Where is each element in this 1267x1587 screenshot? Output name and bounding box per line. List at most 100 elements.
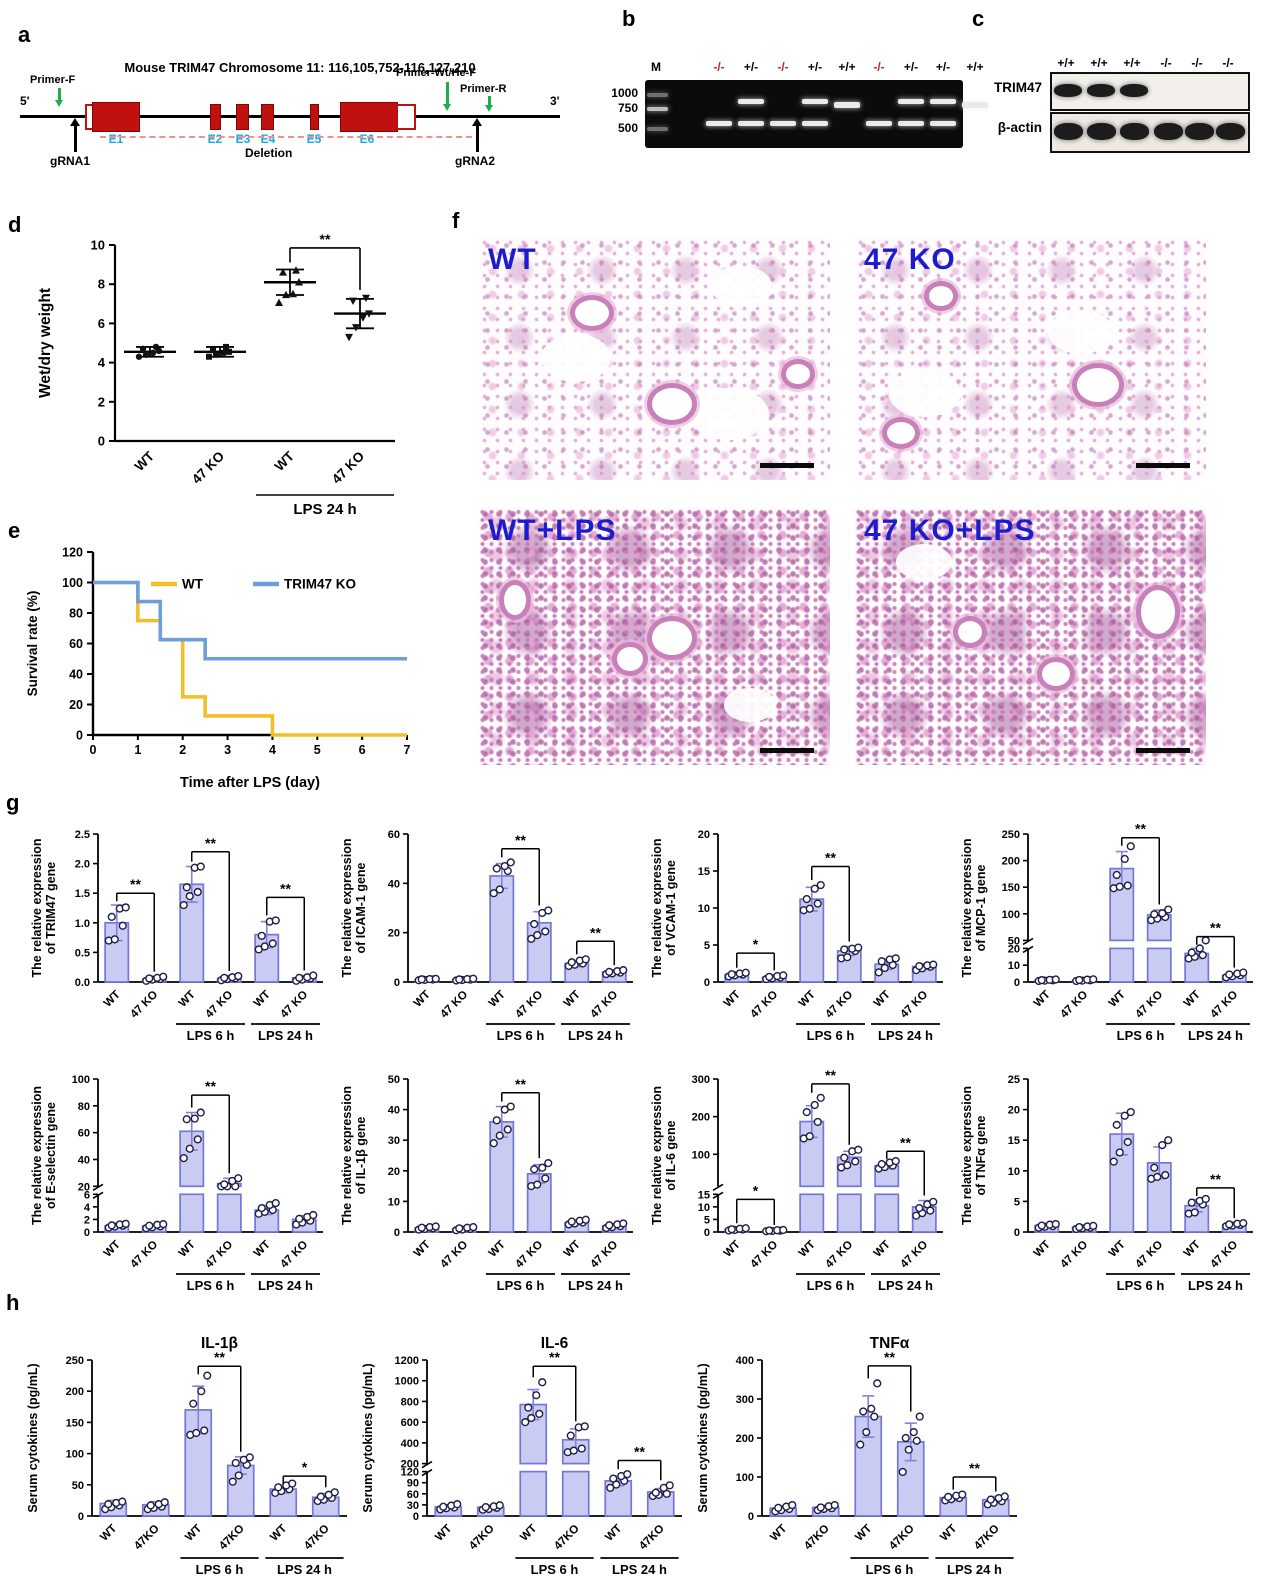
exon2-box bbox=[210, 104, 221, 130]
blot-lane-label: -/- bbox=[1222, 56, 1234, 70]
svg-text:WT: WT bbox=[853, 1523, 874, 1544]
svg-text:The relative expression: The relative expression bbox=[650, 839, 664, 978]
svg-text:40: 40 bbox=[69, 668, 83, 682]
svg-text:300: 300 bbox=[692, 1074, 710, 1086]
svg-text:The relative expression: The relative expression bbox=[340, 839, 354, 978]
svg-text:200: 200 bbox=[736, 1433, 754, 1445]
gel-band-wt bbox=[834, 102, 860, 108]
svg-text:100: 100 bbox=[1002, 909, 1020, 921]
svg-text:LPS 6 h: LPS 6 h bbox=[531, 1562, 579, 1577]
svg-text:3: 3 bbox=[224, 743, 231, 757]
svg-text:LPS 24 h: LPS 24 h bbox=[277, 1562, 332, 1577]
alveolar-space bbox=[541, 334, 612, 383]
beta-actin-band bbox=[1054, 123, 1083, 140]
airway-ring bbox=[611, 641, 648, 676]
svg-text:47KO: 47KO bbox=[217, 1523, 247, 1553]
histology-47ko-image: 47 KO bbox=[854, 237, 1206, 480]
svg-text:0: 0 bbox=[1014, 1227, 1020, 1239]
gel-lane-label: +/+ bbox=[838, 60, 856, 74]
svg-text:Serum cytokines (pg/mL): Serum cytokines (pg/mL) bbox=[26, 1363, 40, 1512]
alveolar-space bbox=[724, 687, 777, 722]
svg-text:10: 10 bbox=[698, 1202, 710, 1214]
svg-text:47 KO: 47 KO bbox=[1058, 989, 1090, 1021]
svg-text:47 KO: 47 KO bbox=[898, 989, 930, 1021]
svg-text:200: 200 bbox=[1002, 856, 1020, 868]
svg-text:20: 20 bbox=[388, 1166, 400, 1178]
svg-text:47KO: 47KO bbox=[302, 1523, 332, 1553]
svg-text:90: 90 bbox=[407, 1478, 419, 1490]
svg-text:80: 80 bbox=[69, 607, 83, 621]
svg-text:WT: WT bbox=[102, 1239, 123, 1260]
grna1-arrowhead-icon bbox=[70, 118, 80, 126]
gel-marker-lane-label: M bbox=[651, 60, 661, 74]
blot-lane-label: +/+ bbox=[1057, 56, 1075, 70]
svg-text:of MCP-1 gene: of MCP-1 gene bbox=[974, 865, 988, 952]
svg-text:**: ** bbox=[130, 876, 141, 892]
gel-lane-label: -/- bbox=[713, 60, 725, 74]
svg-text:7: 7 bbox=[404, 743, 411, 757]
primer-wt-he-f-label: Primer-Wt/He-F bbox=[396, 67, 477, 79]
airway-ring bbox=[952, 615, 987, 648]
svg-text:150: 150 bbox=[1002, 882, 1020, 894]
svg-text:8: 8 bbox=[98, 277, 105, 292]
svg-text:WT: WT bbox=[412, 1239, 433, 1260]
svg-text:The relative expression: The relative expression bbox=[960, 839, 974, 978]
svg-text:**: ** bbox=[590, 924, 601, 940]
beta-actin-row-label: β-actin bbox=[997, 120, 1042, 135]
gel-band-upper bbox=[802, 99, 828, 104]
svg-text:47 KO: 47 KO bbox=[203, 1239, 235, 1271]
svg-text:10: 10 bbox=[698, 903, 710, 915]
blot-lane-label: -/- bbox=[1191, 56, 1203, 70]
blot-lane-label: +/+ bbox=[1090, 56, 1108, 70]
beta-actin-band bbox=[1087, 123, 1116, 140]
primer-wt-he-f-arrow bbox=[446, 82, 449, 104]
svg-text:15: 15 bbox=[698, 866, 710, 878]
svg-text:47KO: 47KO bbox=[552, 1523, 582, 1553]
svg-text:LPS 6 h: LPS 6 h bbox=[1117, 1278, 1165, 1293]
svg-text:**: ** bbox=[969, 1460, 980, 1476]
svg-text:*: * bbox=[753, 936, 759, 952]
grna2-label: gRNA2 bbox=[455, 154, 496, 168]
svg-text:TRIM47 KO: TRIM47 KO bbox=[284, 577, 356, 592]
exon6-utr-box bbox=[396, 104, 416, 130]
svg-text:250: 250 bbox=[66, 1355, 84, 1367]
svg-text:LPS 24 h: LPS 24 h bbox=[568, 1278, 623, 1293]
svg-text:47 KO: 47 KO bbox=[1133, 989, 1165, 1021]
svg-text:60: 60 bbox=[388, 829, 400, 841]
genotyping-gel-panel: 1000 750 500 M -/- +/- -/- +/- +/+ -/- +/- +/- +… bbox=[600, 0, 1020, 210]
trim47-band bbox=[1087, 84, 1115, 97]
svg-text:WT: WT bbox=[272, 448, 298, 474]
svg-text:4: 4 bbox=[84, 1202, 91, 1214]
svg-text:**: ** bbox=[1210, 920, 1221, 936]
svg-text:47KO: 47KO bbox=[802, 1523, 832, 1553]
svg-text:6: 6 bbox=[98, 316, 105, 331]
svg-text:of IL-1β gene: of IL-1β gene bbox=[354, 1117, 368, 1195]
svg-text:47 KO: 47 KO bbox=[513, 1239, 545, 1271]
serum-il1b-chart: 0 50 100 150 200 250 WT 47KO WT 47KO WT 47KO LPS 6 h… bbox=[26, 1335, 347, 1577]
svg-text:15: 15 bbox=[1008, 1135, 1020, 1147]
svg-text:WT: WT bbox=[1182, 1239, 1203, 1260]
five-prime-label: 5' bbox=[20, 94, 30, 108]
svg-text:200: 200 bbox=[692, 1112, 710, 1124]
svg-text:The relative expression: The relative expression bbox=[650, 1086, 664, 1225]
svg-text:LPS 24 h: LPS 24 h bbox=[947, 1562, 1002, 1577]
svg-text:600: 600 bbox=[401, 1417, 419, 1429]
svg-text:LPS 6 h: LPS 6 h bbox=[807, 1028, 855, 1043]
svg-text:WT: WT bbox=[1182, 989, 1203, 1010]
svg-text:47 KO: 47 KO bbox=[588, 1239, 620, 1271]
airway-ring bbox=[569, 295, 614, 332]
svg-text:1200: 1200 bbox=[395, 1355, 419, 1367]
panel-a-label: a bbox=[18, 22, 31, 47]
svg-text:LPS 24 h: LPS 24 h bbox=[612, 1562, 667, 1577]
svg-text:of E-selectin gene: of E-selectin gene bbox=[44, 1102, 58, 1209]
ladder-1000-label: 1000 bbox=[611, 86, 638, 100]
exon1-box bbox=[92, 102, 140, 132]
svg-text:*: * bbox=[302, 1459, 308, 1475]
svg-text:WT: WT bbox=[433, 1523, 454, 1544]
svg-text:of ICAM-1 gene: of ICAM-1 gene bbox=[354, 862, 368, 953]
